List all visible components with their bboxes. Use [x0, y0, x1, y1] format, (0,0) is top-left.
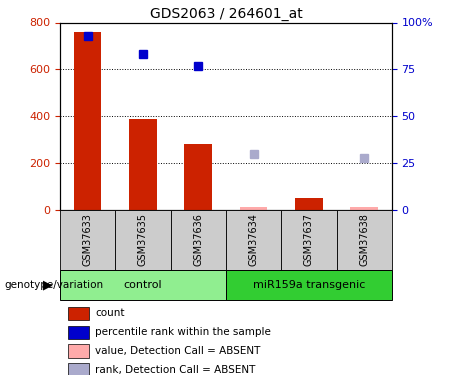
Text: GSM37635: GSM37635 — [138, 213, 148, 267]
Bar — [68, 344, 89, 358]
Bar — [295, 198, 323, 210]
Text: GSM37634: GSM37634 — [248, 213, 259, 266]
Bar — [115, 210, 171, 270]
Text: value, Detection Call = ABSENT: value, Detection Call = ABSENT — [95, 346, 260, 356]
Text: control: control — [124, 280, 162, 290]
Text: rank, Detection Call = ABSENT: rank, Detection Call = ABSENT — [95, 365, 255, 375]
Bar — [68, 363, 89, 375]
Bar — [226, 210, 281, 270]
Bar — [68, 326, 89, 339]
Bar — [337, 210, 392, 270]
Bar — [184, 144, 212, 210]
Text: GSM37638: GSM37638 — [359, 213, 369, 266]
Text: percentile rank within the sample: percentile rank within the sample — [95, 327, 271, 337]
Text: count: count — [95, 309, 124, 318]
Text: miR159a transgenic: miR159a transgenic — [253, 280, 365, 290]
Bar — [171, 210, 226, 270]
Bar — [226, 270, 392, 300]
Bar — [60, 210, 115, 270]
Text: GSM37637: GSM37637 — [304, 213, 314, 267]
Bar — [68, 307, 89, 320]
Text: GSM37636: GSM37636 — [193, 213, 203, 266]
Bar — [74, 32, 101, 210]
Bar — [129, 118, 157, 210]
Bar — [281, 210, 337, 270]
Text: genotype/variation: genotype/variation — [5, 280, 104, 290]
Text: ▶: ▶ — [43, 279, 53, 291]
Bar — [350, 207, 378, 210]
Bar — [240, 207, 267, 210]
Text: GSM37633: GSM37633 — [83, 213, 93, 266]
Bar — [60, 270, 226, 300]
Title: GDS2063 / 264601_at: GDS2063 / 264601_at — [149, 8, 302, 21]
